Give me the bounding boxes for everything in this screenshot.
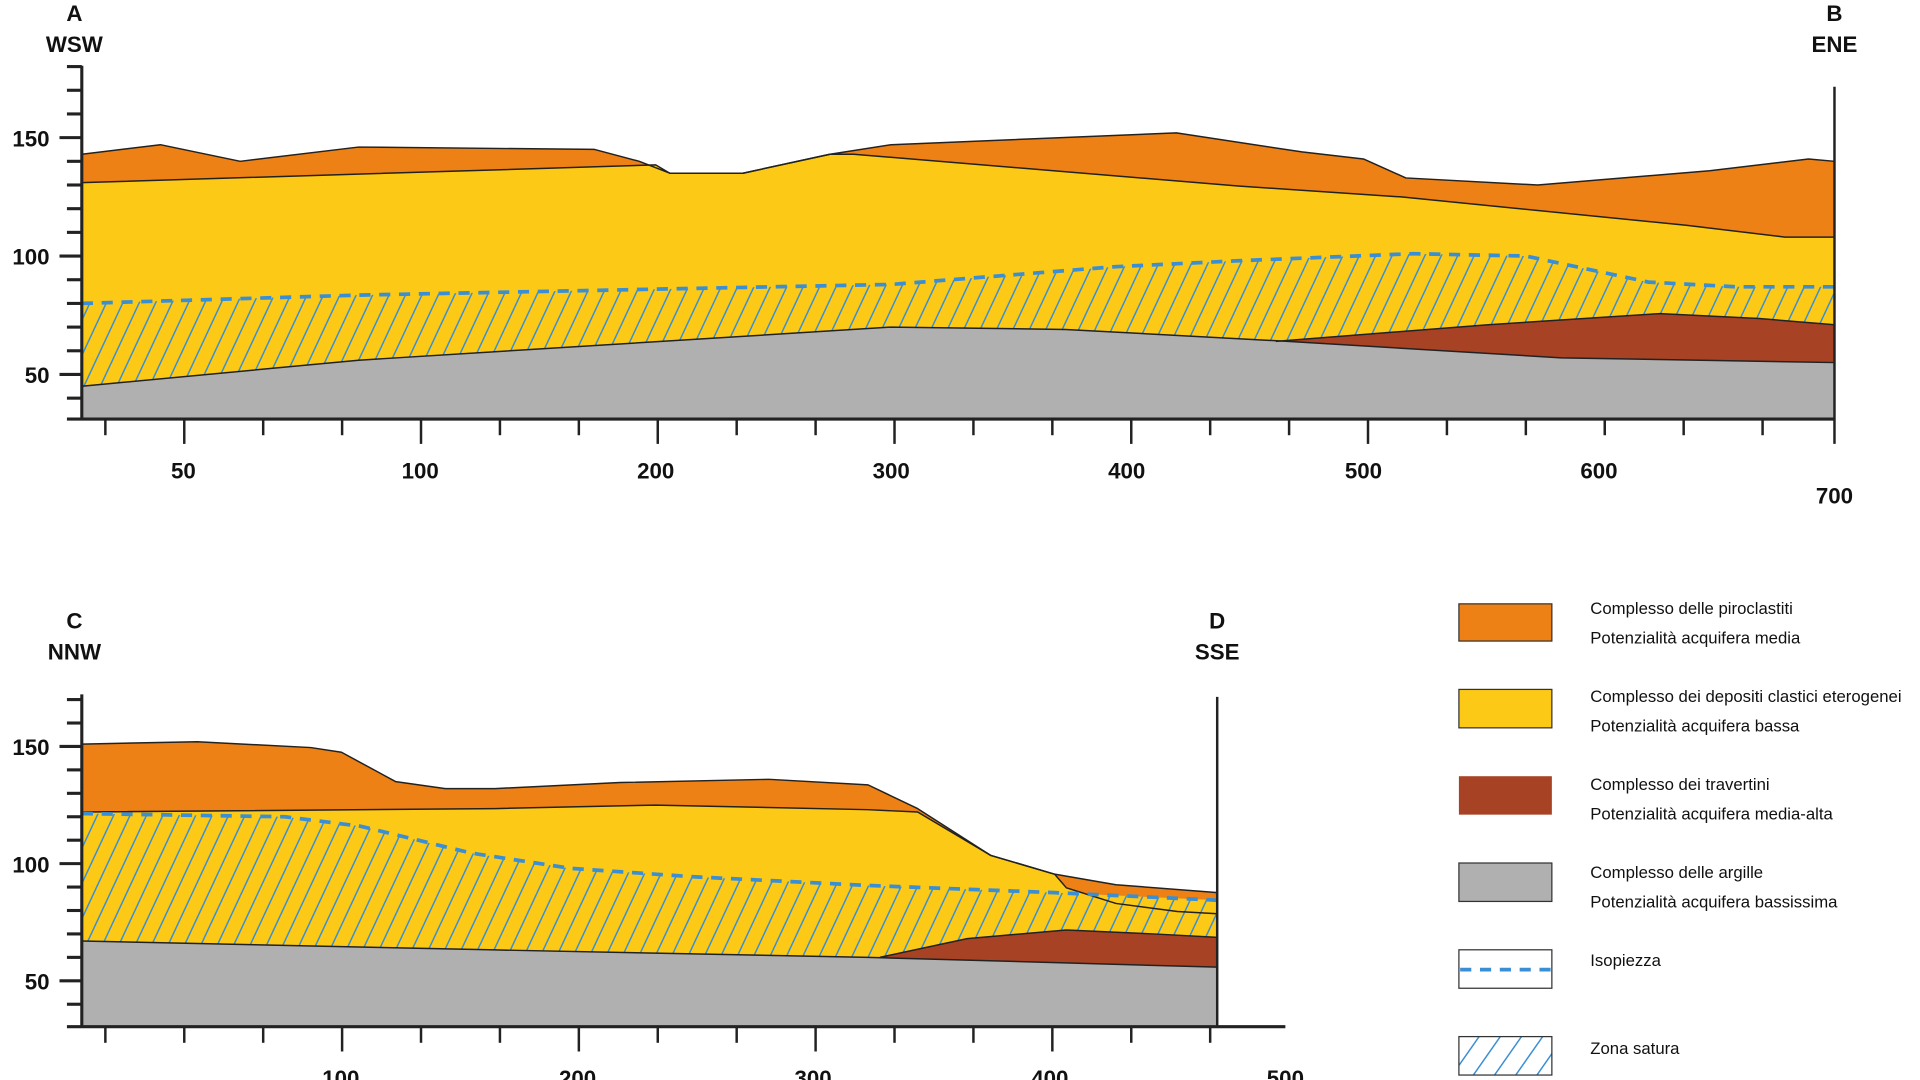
x-tick-label: 100	[402, 459, 439, 484]
isopiezza-line	[81, 811, 1218, 903]
x-tick-label: 50	[171, 459, 196, 484]
travertini-top-line	[1275, 312, 1835, 343]
layer-argille	[81, 941, 1218, 1027]
y-tick-label: 100	[12, 852, 49, 877]
legend-label: Complesso delle piroclastiti	[1590, 599, 1793, 618]
legend-swatch	[1458, 688, 1553, 729]
end-direction: SSE	[1195, 640, 1240, 665]
x-tick-label: 300	[795, 1066, 832, 1080]
piroclastiti-base-line	[81, 804, 1218, 915]
isopiezza-line	[81, 251, 1835, 306]
start-point-letter: C	[66, 609, 82, 634]
legend-item-argille: Complesso delle argille Potenzialità acq…	[1458, 862, 1838, 912]
x-tick-label: 400	[1031, 1066, 1068, 1080]
end-point-letter: D	[1209, 609, 1225, 634]
ground-surface-line	[81, 132, 1835, 186]
y-tick-label: 100	[12, 245, 49, 270]
legend-sublabel: Potenzialità acquifera bassissima	[1590, 893, 1838, 912]
end-direction: ENE	[1812, 32, 1858, 57]
section-a-b-axes: 150 100 50 50 100 200 300 400 500 600 700	[12, 65, 1853, 508]
legend-label: Complesso delle argille	[1590, 863, 1763, 882]
legend-item-isopiezza: Isopiezza	[1458, 949, 1662, 989]
argille-top-line	[81, 326, 1835, 387]
section-c-d: 150 100 50 100 200 300 400 500 C NNW D SSE	[12, 609, 1304, 1080]
piroclastiti-base-line	[81, 153, 1835, 238]
start-point-letter: A	[66, 1, 82, 26]
legend-label: Complesso dei depositi clastici eterogen…	[1590, 687, 1901, 706]
travertini-top-line	[879, 929, 1218, 959]
section-c-d-layers	[81, 740, 1218, 1027]
legend-sublabel: Potenzialità acquifera media	[1590, 629, 1801, 648]
legend-swatch	[1458, 862, 1553, 903]
legend-swatch	[1458, 776, 1552, 815]
x-tick-label: 400	[1108, 459, 1145, 484]
legend-item-travertini: Complesso dei travertini Potenzialità ac…	[1458, 775, 1834, 824]
x-tick-label: 500	[1267, 1066, 1304, 1080]
layer-argille	[81, 327, 1835, 420]
x-tick-label: 600	[1580, 459, 1617, 484]
legend-swatch	[1458, 603, 1553, 642]
y-tick-label: 50	[25, 969, 50, 994]
legend-item-zona-satura: Zona satura	[1458, 1035, 1680, 1076]
end-point-letter: B	[1826, 1, 1842, 26]
x-tick-label: 500	[1345, 459, 1382, 484]
start-direction: NNW	[48, 640, 102, 665]
legend-sublabel: Potenzialità acquifera bassa	[1590, 717, 1800, 736]
legend-label: Isopiezza	[1590, 951, 1661, 970]
x-tick-label: 300	[873, 459, 910, 484]
argille-top-line	[81, 940, 1218, 968]
y-tick-label: 150	[12, 735, 49, 760]
section-a-b-layers	[81, 132, 1835, 420]
legend: Complesso delle piroclastiti Potenzialit…	[1458, 599, 1902, 1076]
x-tick-label: 700	[1816, 483, 1853, 508]
y-tick-label: 50	[25, 363, 50, 388]
x-tick-label: 100	[322, 1066, 359, 1080]
x-tick-label: 200	[559, 1066, 596, 1080]
legend-label: Zona satura	[1590, 1039, 1680, 1058]
section-c-d-axes: 150 100 50 100 200 300 400 500	[12, 694, 1304, 1080]
y-tick-label: 150	[12, 126, 49, 151]
legend-item-depositi: Complesso dei depositi clastici eterogen…	[1458, 687, 1902, 736]
start-direction: WSW	[46, 32, 104, 57]
x-tick-label: 200	[637, 459, 674, 484]
legend-label: Complesso dei travertini	[1590, 775, 1769, 794]
legend-item-piroclastiti: Complesso delle piroclastiti Potenzialit…	[1458, 599, 1801, 648]
legend-swatch	[1458, 1035, 1553, 1076]
legend-sublabel: Potenzialità acquifera media-alta	[1590, 805, 1833, 824]
